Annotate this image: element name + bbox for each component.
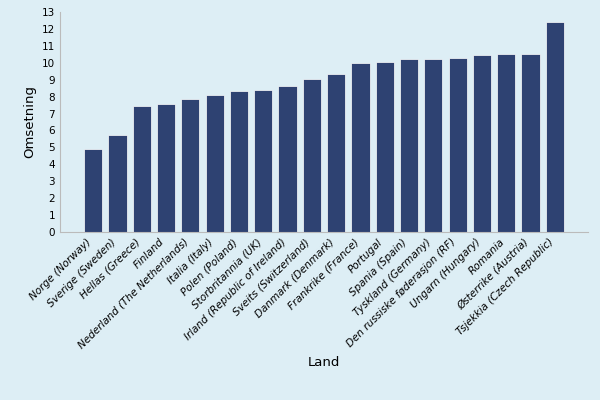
Bar — [157, 104, 175, 232]
Bar — [376, 62, 394, 232]
Bar — [181, 99, 199, 232]
Bar — [206, 95, 224, 232]
Bar — [327, 74, 345, 232]
Bar — [497, 54, 515, 232]
Bar — [400, 59, 418, 232]
X-axis label: Land: Land — [308, 356, 340, 369]
Bar — [303, 79, 321, 232]
Bar — [449, 58, 467, 232]
Bar — [109, 135, 127, 232]
Y-axis label: Omsetning: Omsetning — [23, 86, 37, 158]
Bar — [473, 55, 491, 232]
Bar — [133, 106, 151, 232]
Bar — [84, 149, 102, 232]
Bar — [521, 54, 539, 232]
Bar — [254, 90, 272, 232]
Bar — [546, 22, 564, 232]
Bar — [352, 63, 370, 232]
Bar — [278, 86, 296, 232]
Bar — [230, 91, 248, 232]
Bar — [424, 59, 442, 232]
